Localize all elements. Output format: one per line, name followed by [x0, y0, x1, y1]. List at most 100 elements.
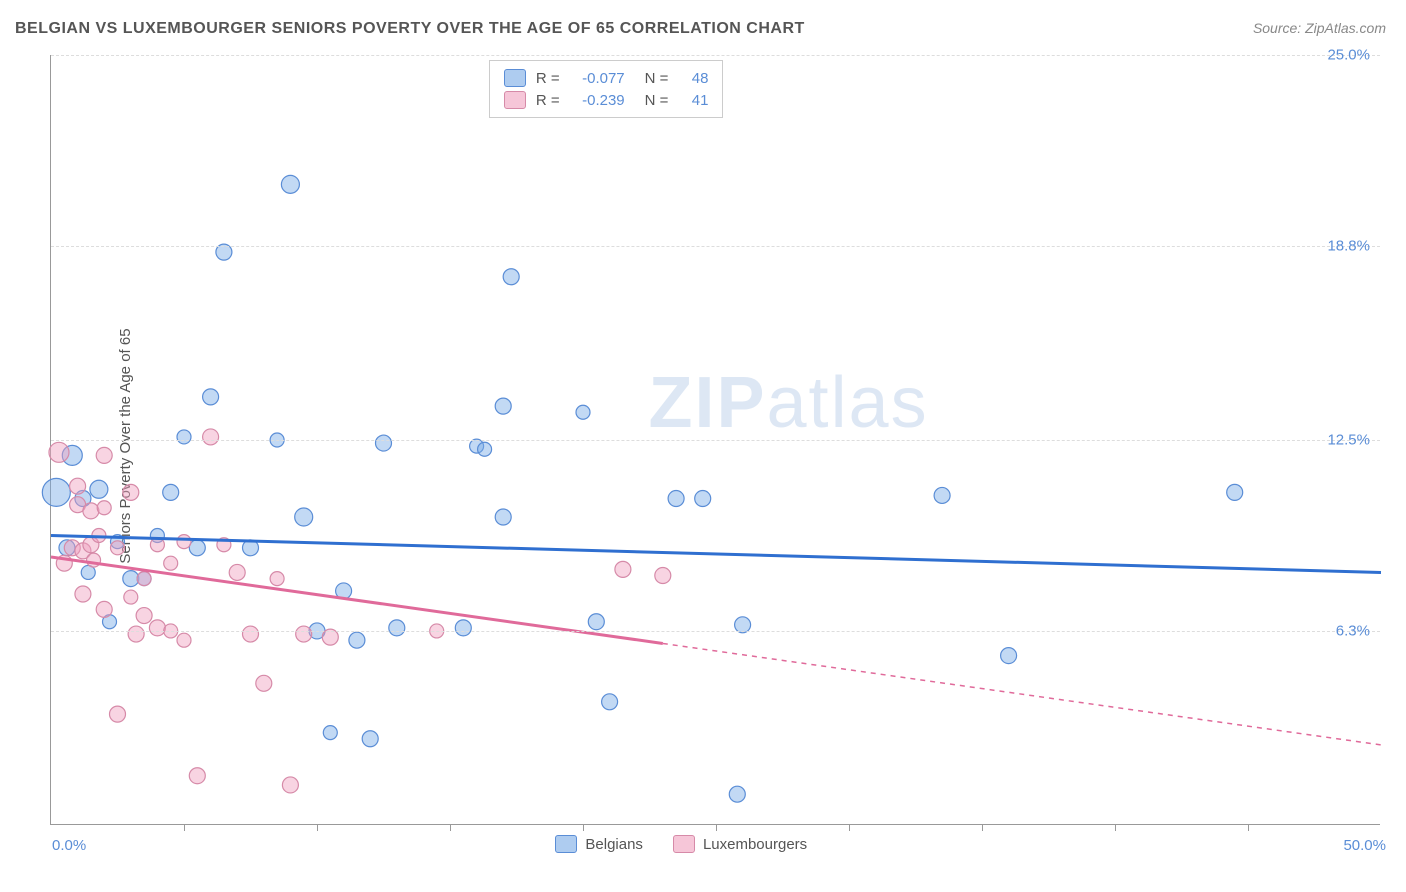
y-tick-label: 25.0% [1327, 47, 1370, 64]
data-point [111, 541, 125, 555]
data-point [96, 447, 112, 463]
data-point [49, 442, 69, 462]
x-max-label: 50.0% [1343, 837, 1386, 854]
data-point [1001, 648, 1017, 664]
plot-area: 6.3%12.5%18.8%25.0% [50, 55, 1380, 825]
data-point [295, 508, 313, 526]
data-point [123, 571, 139, 587]
data-point [42, 478, 70, 506]
data-point [123, 484, 139, 500]
stats-box: R = -0.077 N = 48 R = -0.239 N = 41 [489, 60, 724, 118]
data-point [243, 626, 259, 642]
y-tick-label: 18.8% [1327, 237, 1370, 254]
r-label: R = [536, 92, 560, 109]
data-point [203, 429, 219, 445]
data-point [455, 620, 471, 636]
data-point [177, 633, 191, 647]
data-point [349, 632, 365, 648]
data-point [615, 561, 631, 577]
chart-title: BELGIAN VS LUXEMBOURGER SENIORS POVERTY … [15, 20, 805, 38]
data-point [729, 786, 745, 802]
data-point [588, 614, 604, 630]
data-point [189, 768, 205, 784]
chart-container: BELGIAN VS LUXEMBOURGER SENIORS POVERTY … [0, 0, 1406, 892]
data-point [136, 608, 152, 624]
y-tick-label: 6.3% [1336, 622, 1370, 639]
stats-row: R = -0.239 N = 41 [504, 89, 709, 111]
gridline [51, 440, 1380, 441]
data-point [296, 626, 312, 642]
data-point [189, 540, 205, 556]
n-value: 41 [678, 92, 708, 109]
data-point [655, 568, 671, 584]
swatch-icon [504, 91, 526, 109]
n-label: N = [645, 70, 669, 87]
data-point [362, 731, 378, 747]
legend-item: Belgians [555, 835, 643, 853]
r-label: R = [536, 70, 560, 87]
data-point [281, 175, 299, 193]
gridline [51, 246, 1380, 247]
data-point [128, 626, 144, 642]
data-point [323, 726, 337, 740]
x-tick [450, 824, 451, 831]
data-point [229, 564, 245, 580]
data-point [256, 675, 272, 691]
data-point [270, 572, 284, 586]
data-point [389, 620, 405, 636]
x-tick [716, 824, 717, 831]
data-point [83, 503, 99, 519]
n-label: N = [645, 92, 669, 109]
data-point [137, 572, 151, 586]
r-value: -0.077 [570, 70, 625, 87]
data-point [934, 487, 950, 503]
legend-label: Belgians [585, 836, 643, 853]
data-point [282, 777, 298, 793]
data-point [163, 484, 179, 500]
swatch-icon [555, 835, 577, 853]
x-tick [317, 824, 318, 831]
data-point [124, 590, 138, 604]
x-tick [1115, 824, 1116, 831]
trend-line-dashed [663, 643, 1381, 744]
data-point [576, 405, 590, 419]
n-value: 48 [678, 70, 708, 87]
source-label: Source: ZipAtlas.com [1253, 20, 1386, 36]
x-tick [1248, 824, 1249, 831]
data-point [96, 601, 112, 617]
y-tick-label: 12.5% [1327, 432, 1370, 449]
stats-row: R = -0.077 N = 48 [504, 67, 709, 89]
data-point [149, 620, 165, 636]
gridline [51, 55, 1380, 56]
swatch-icon [504, 69, 526, 87]
data-point [110, 706, 126, 722]
data-point [97, 501, 111, 515]
data-point [602, 694, 618, 710]
x-tick [184, 824, 185, 831]
data-point [503, 269, 519, 285]
x-tick [849, 824, 850, 831]
legend-item: Luxembourgers [673, 835, 807, 853]
data-point [75, 586, 91, 602]
x-tick [583, 824, 584, 831]
swatch-icon [673, 835, 695, 853]
x-tick [982, 824, 983, 831]
data-point [495, 398, 511, 414]
data-point [70, 478, 86, 494]
data-point [376, 435, 392, 451]
data-point [164, 556, 178, 570]
r-value: -0.239 [570, 92, 625, 109]
gridline [51, 631, 1380, 632]
data-point [478, 442, 492, 456]
data-point [177, 430, 191, 444]
bottom-legend: Belgians Luxembourgers [555, 835, 807, 853]
data-point [495, 509, 511, 525]
data-point [177, 535, 191, 549]
legend-label: Luxembourgers [703, 836, 807, 853]
x-min-label: 0.0% [52, 837, 86, 854]
data-point [668, 491, 684, 507]
data-point [90, 480, 108, 498]
data-point [1227, 484, 1243, 500]
data-point [203, 389, 219, 405]
data-point [695, 491, 711, 507]
